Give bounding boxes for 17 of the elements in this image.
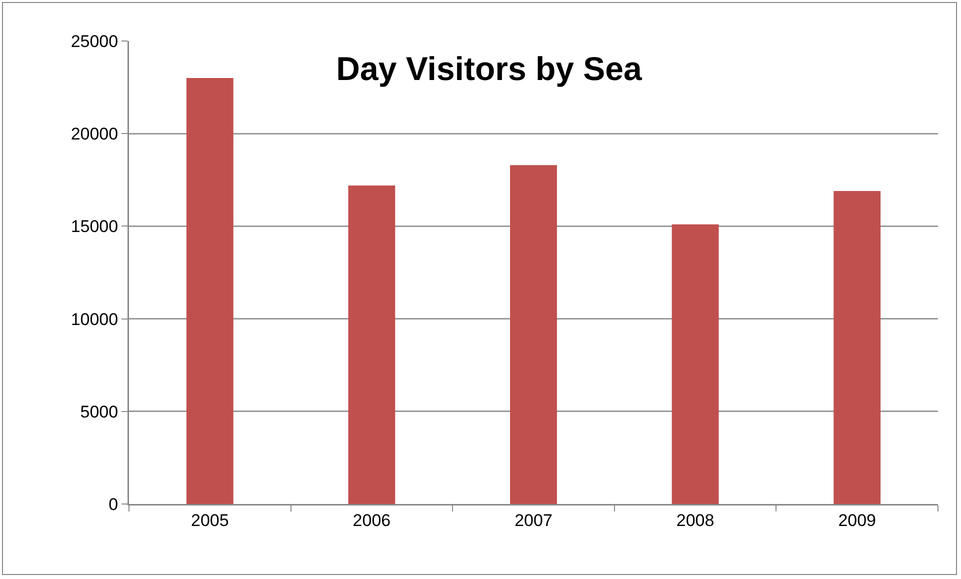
bar xyxy=(186,78,234,504)
x-tick-label: 2009 xyxy=(838,510,876,530)
y-tick-label: 25000 xyxy=(70,32,118,51)
chart-title: Day Visitors by Sea xyxy=(336,50,643,88)
bar xyxy=(834,191,881,504)
x-tick-label: 2008 xyxy=(676,510,714,530)
bar xyxy=(348,185,396,504)
bar xyxy=(672,224,719,504)
y-tick-label: 0 xyxy=(108,494,118,514)
x-tick-label: 2007 xyxy=(514,510,552,530)
bar xyxy=(510,165,557,504)
y-tick-label: 15000 xyxy=(70,217,118,236)
x-tick-label: 2006 xyxy=(352,510,391,530)
y-tick-label: 5000 xyxy=(80,402,118,422)
y-tick-label: 10000 xyxy=(70,310,118,329)
y-tick-label: 20000 xyxy=(70,124,118,144)
x-tick-label: 2005 xyxy=(190,510,229,530)
